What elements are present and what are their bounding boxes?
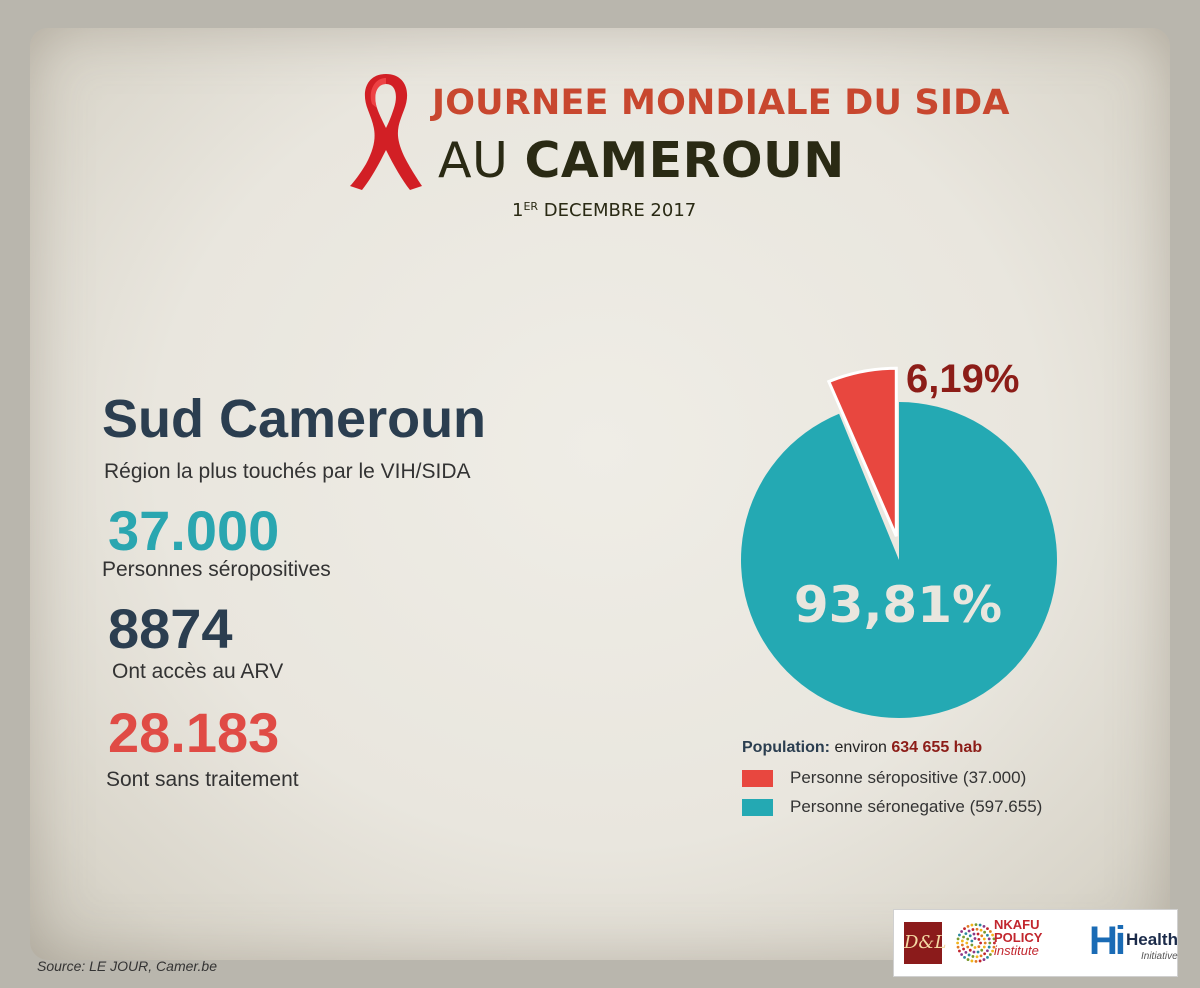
title-line1: JOURNEE MONDIALE DU SIDA [432, 83, 1010, 123]
health-initiative-logo-mark: Hi [1089, 919, 1126, 963]
population-value: 634 655 hab [891, 739, 983, 756]
seropositive-value: 37.000 [108, 499, 280, 562]
arv-label: Ont accès au ARV [112, 660, 284, 683]
date-sup: ER [523, 200, 539, 213]
dl-logo: D&L [904, 922, 946, 964]
pie-chart: 6,19% 93,81% [741, 357, 1057, 718]
source-note: Source: LE JOUR, Camer.be [37, 958, 217, 974]
pie-slice-seronegative [741, 402, 1057, 718]
region-title: Sud Cameroun [102, 389, 487, 449]
date-rest: DECEMBRE 2017 [543, 200, 697, 221]
population-line: Population: environ 634 655 hab [742, 739, 982, 757]
arv-value: 8874 [108, 597, 233, 660]
health-initiative-sub: Initiative [1141, 951, 1178, 962]
title-au: AU [438, 132, 509, 189]
date-day: 1 [512, 200, 524, 221]
seropositive-label: Personnes séropositives [102, 558, 331, 581]
pie-label-seronegative: 93,81% [794, 576, 1002, 634]
legend-swatch-seropositive [742, 770, 773, 787]
untreated-value: 28.183 [108, 701, 280, 764]
nkafu-logo-icon [956, 923, 996, 963]
nkafu-logo-text: NKAFU POLICY institute [994, 918, 1042, 957]
population-middle: environ [834, 739, 887, 756]
event-date: 1ER DECEMBRE 2017 [512, 200, 696, 221]
legend-label-seronegative: Personne séronegative (597.655) [790, 797, 1043, 816]
untreated-label: Sont sans traitement [106, 768, 299, 791]
policy-word: POLICY [994, 930, 1043, 945]
title-line2: AU CAMEROUN [438, 132, 845, 189]
title-cameroun: CAMEROUN [524, 132, 845, 189]
region-subtitle: Région la plus touchés par le VIH/SIDA [104, 460, 471, 483]
pie-label-seropositive: 6,19% [906, 357, 1019, 401]
aids-ribbon-icon [350, 74, 422, 190]
institute-word: institute [994, 943, 1039, 958]
health-initiative-word: Health [1126, 930, 1178, 949]
population-prefix: Population: [742, 739, 830, 756]
legend-swatch-seronegative [742, 799, 773, 816]
nkafu-word: NKAFU [994, 917, 1040, 932]
legend-label-seropositive: Personne séropositive (37.000) [790, 768, 1027, 787]
partner-logos: D&L NKAFU POLICY institute Hi Health Ini… [893, 909, 1178, 977]
pie-slice-seropositive [826, 366, 898, 537]
